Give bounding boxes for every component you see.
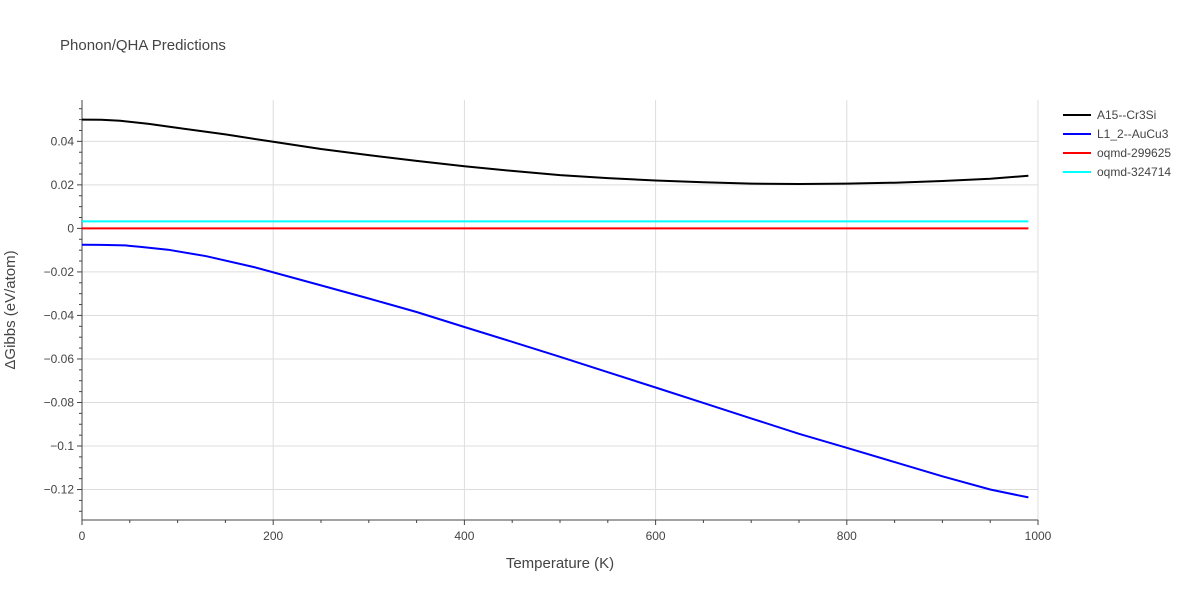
y-tick-label: −0.08 (44, 395, 75, 409)
y-tick-label: −0.1 (50, 439, 74, 453)
axis-layer: 0 200 400 600 800 1000 0.04 0.02 0 −0.02 −0.04 −0.0… (44, 100, 1052, 543)
x-tick-label: 200 (263, 529, 283, 543)
series-line-A15--Cr3Si (81, 118, 1029, 186)
y-tick-label: 0.04 (51, 134, 75, 148)
y-tick-label: 0.02 (51, 178, 75, 192)
legend-entry: L1_2--AuCu3 (1097, 127, 1169, 141)
legend-entry: A15--Cr3Si (1097, 108, 1156, 122)
legend-entry: oqmd-299625 (1097, 146, 1171, 160)
series-layer (81, 118, 1029, 499)
y-tick-label: −0.02 (44, 265, 75, 279)
x-axis-title: Temperature (K) (506, 555, 614, 572)
y-tick-label: −0.12 (44, 483, 75, 497)
grid-layer (82, 100, 1039, 520)
x-tick-label: 400 (454, 529, 474, 543)
legend[interactable]: A15--Cr3Si L1_2--AuCu3 oqmd-299625 oqmd-324… (1063, 108, 1171, 179)
x-tick-label: 0 (79, 529, 86, 543)
y-tick-label: −0.06 (44, 352, 75, 366)
legend-entry: oqmd-324714 (1097, 165, 1171, 179)
x-tick-label: 1000 (1025, 529, 1052, 543)
series-line-L1_2--AuCu3 (81, 243, 1029, 499)
y-axis-title: ΔGibbs (eV/atom) (2, 250, 19, 369)
x-tick-label: 800 (837, 529, 857, 543)
chart-title: Phonon/QHA Predictions (60, 37, 226, 54)
x-tick-label: 600 (646, 529, 666, 543)
y-tick-label: −0.04 (44, 308, 75, 322)
y-tick-label: 0 (67, 221, 74, 235)
